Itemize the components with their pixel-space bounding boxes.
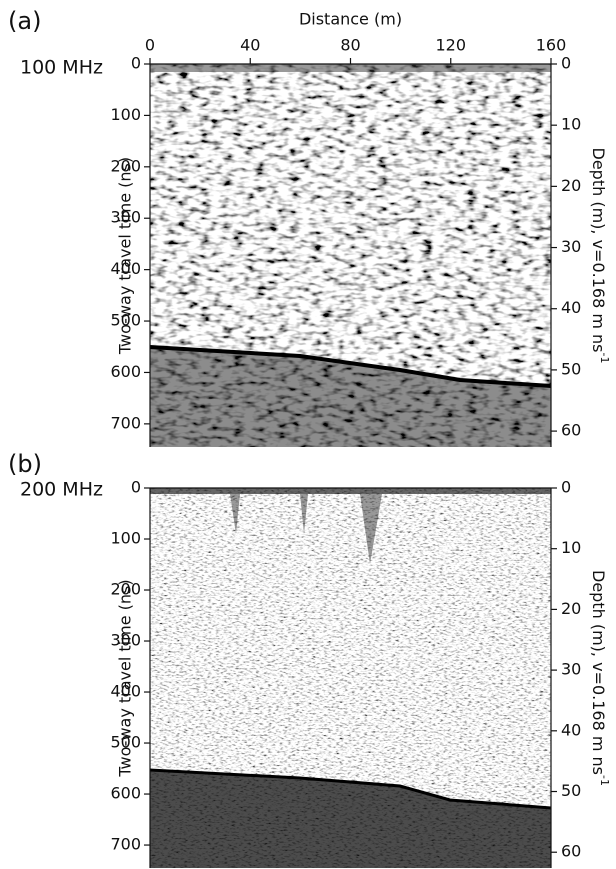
y2-tick-label: 30 xyxy=(561,237,581,256)
y2-tick-label: 20 xyxy=(561,176,581,195)
y2-tick-label: 60 xyxy=(561,842,581,861)
radargram-b xyxy=(150,488,551,868)
y-tick-label: 500 xyxy=(110,733,141,752)
y-tick-label: 400 xyxy=(110,259,141,278)
y-tick-label: 600 xyxy=(110,362,141,381)
y-axis-label: Two-way travel time (ns) xyxy=(116,157,135,355)
radargram-a xyxy=(150,64,551,447)
y2-axis-label-text: Depth (m), v=0.168 m ns xyxy=(590,570,609,775)
y-tick-label: 300 xyxy=(110,208,141,227)
panel-label: (b) xyxy=(8,450,42,478)
x-tick-label: 40 xyxy=(240,36,260,55)
axes xyxy=(144,487,557,868)
y2-axis-label-superscript: -1 xyxy=(598,775,611,786)
y-axis-label: Two-way travel time (ns) xyxy=(116,579,135,777)
x-tick-label: 0 xyxy=(145,36,155,55)
y-tick-label: 200 xyxy=(110,580,141,599)
y-tick-label: 500 xyxy=(110,311,141,330)
y-tick-label: 200 xyxy=(110,156,141,175)
axes xyxy=(144,58,557,447)
x-axis-label: Distance (m) xyxy=(299,10,402,29)
y2-tick-label: 60 xyxy=(561,421,581,440)
y-tick-label: 600 xyxy=(110,784,141,803)
y-tick-label: 0 xyxy=(131,478,141,497)
y-tick-label: 700 xyxy=(110,413,141,432)
y2-tick-label: 40 xyxy=(561,720,581,739)
frequency-label: 200 MHz xyxy=(20,479,103,501)
y2-tick-label: 10 xyxy=(561,115,581,134)
y2-axis-label: Depth (m), v=0.168 m ns-1 xyxy=(590,148,612,364)
y-tick-label: 700 xyxy=(110,835,141,854)
y2-tick-label: 30 xyxy=(561,660,581,679)
y2-axis-label-text: Depth (m), v=0.168 m ns xyxy=(590,148,609,353)
y2-tick-label: 50 xyxy=(561,359,581,378)
x-tick-label: 80 xyxy=(340,36,360,55)
y2-tick-label: 40 xyxy=(561,298,581,317)
y-tick-label: 100 xyxy=(110,529,141,548)
y2-tick-label: 10 xyxy=(561,538,581,557)
x-tick-label: 160 xyxy=(536,36,567,55)
y2-tick-label: 20 xyxy=(561,599,581,618)
y2-axis-label-superscript: -1 xyxy=(598,353,611,364)
y2-axis-label: Depth (m), v=0.168 m ns-1 xyxy=(590,570,612,786)
y-tick-label: 100 xyxy=(110,105,141,124)
y-tick-label: 0 xyxy=(131,54,141,73)
y2-tick-label: 50 xyxy=(561,781,581,800)
frequency-label: 100 MHz xyxy=(20,57,103,79)
y-tick-label: 400 xyxy=(110,682,141,701)
y2-tick-label: 0 xyxy=(561,54,571,73)
y-tick-label: 300 xyxy=(110,631,141,650)
x-tick-label: 120 xyxy=(435,36,466,55)
panel-label: (a) xyxy=(8,7,41,35)
y2-tick-label: 0 xyxy=(561,478,571,497)
